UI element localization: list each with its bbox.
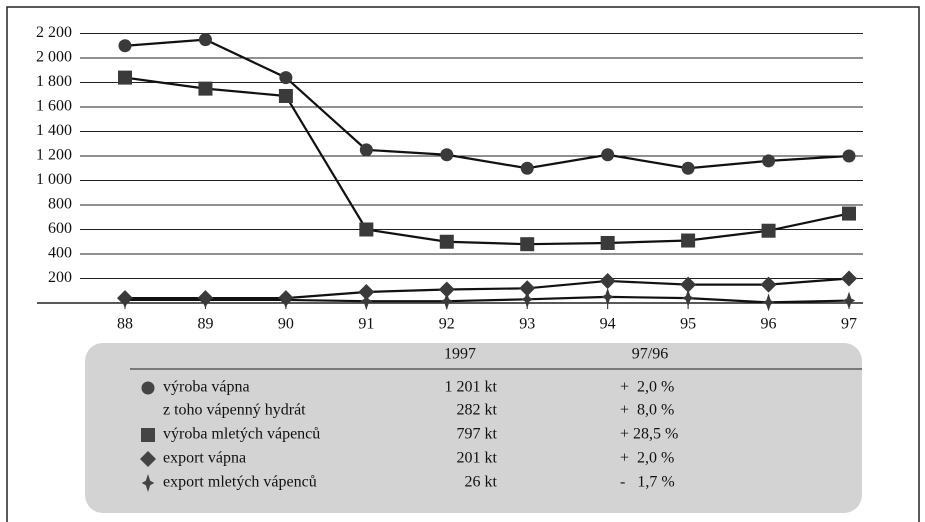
x-tick-label: 96 xyxy=(761,316,777,333)
marker xyxy=(842,206,856,221)
y-tick-label: 200 xyxy=(48,269,72,286)
marker xyxy=(520,290,534,309)
x-tick-label: 91 xyxy=(358,316,374,333)
marker xyxy=(842,291,856,310)
marker xyxy=(681,161,695,175)
marker xyxy=(359,222,374,237)
row-label: export mletých vápenců xyxy=(163,474,317,491)
marker xyxy=(359,143,373,157)
row-change: + 28,5 % xyxy=(620,426,678,443)
marker xyxy=(601,148,615,162)
x-tick-label: 95 xyxy=(680,316,696,333)
row-value: 797 kt xyxy=(457,426,498,443)
series-line xyxy=(125,277,850,300)
x-tick-label: 97 xyxy=(841,316,857,333)
y-tick-label: 1 200 xyxy=(36,147,72,164)
marker xyxy=(118,290,132,309)
marker xyxy=(519,280,536,297)
series-line xyxy=(124,76,850,246)
y-tick-label: 2 200 xyxy=(36,24,72,41)
marker xyxy=(140,451,156,467)
y-tick-label: 800 xyxy=(48,196,72,213)
row-value: 26 kt xyxy=(465,474,498,491)
marker xyxy=(199,290,212,309)
x-tick-label: 89 xyxy=(197,316,213,333)
row-change: - 1,7 % xyxy=(620,474,675,491)
marker xyxy=(681,233,696,248)
marker xyxy=(279,290,293,309)
marker xyxy=(439,234,454,249)
marker xyxy=(842,149,856,163)
y-tick-label: 1 400 xyxy=(36,122,72,139)
marker xyxy=(680,276,697,293)
marker xyxy=(198,33,212,47)
x-tick-label: 92 xyxy=(439,316,455,333)
legend-box xyxy=(85,343,862,513)
marker xyxy=(278,88,293,103)
x-tick-label: 90 xyxy=(278,316,294,333)
row-label: výroba vápna xyxy=(163,379,250,396)
row-value: 1 201 kt xyxy=(445,379,498,396)
marker xyxy=(762,154,776,168)
marker xyxy=(360,292,373,311)
marker xyxy=(141,428,155,442)
x-tick-label: 88 xyxy=(117,316,133,333)
frame xyxy=(6,6,920,522)
marker xyxy=(118,39,132,53)
table-header: 97/96 xyxy=(632,346,668,363)
x-tick-label: 93 xyxy=(519,316,535,333)
marker xyxy=(841,270,857,287)
y-tick-label: 1 800 xyxy=(36,73,72,90)
series-line xyxy=(125,295,850,304)
row-change: + 8,0 % xyxy=(620,402,674,419)
row-change: + 2,0 % xyxy=(620,450,674,467)
marker xyxy=(760,276,777,293)
marker xyxy=(279,71,293,85)
row-value: 282 kt xyxy=(457,402,498,419)
y-tick-label: 1 000 xyxy=(36,171,72,188)
marker xyxy=(440,292,454,311)
marker xyxy=(520,161,534,175)
marker xyxy=(681,289,695,308)
marker xyxy=(600,235,615,250)
marker xyxy=(761,223,776,238)
row-label: export vápna xyxy=(163,450,246,467)
marker xyxy=(438,281,455,298)
row-label: z toho vápenný hydrát xyxy=(163,402,306,419)
marker xyxy=(141,381,155,395)
y-tick-label: 2 000 xyxy=(36,49,72,66)
marker xyxy=(762,293,775,312)
y-tick-label: 600 xyxy=(48,220,72,237)
marker xyxy=(520,237,535,252)
marker xyxy=(601,287,614,306)
x-tick-label: 94 xyxy=(600,316,616,333)
series-line xyxy=(124,38,850,170)
marker xyxy=(118,70,132,85)
marker xyxy=(440,148,454,162)
marker xyxy=(198,81,213,96)
y-tick-label: 400 xyxy=(48,245,72,262)
marker xyxy=(599,272,616,289)
y-tick-label: 1 600 xyxy=(36,98,72,115)
row-value: 201 kt xyxy=(457,450,498,467)
row-change: + 2,0 % xyxy=(620,379,674,396)
table-header: 1997 xyxy=(444,346,476,363)
marker xyxy=(141,474,155,492)
marker xyxy=(358,283,375,300)
row-label: výroba mletých vápenců xyxy=(163,426,320,443)
